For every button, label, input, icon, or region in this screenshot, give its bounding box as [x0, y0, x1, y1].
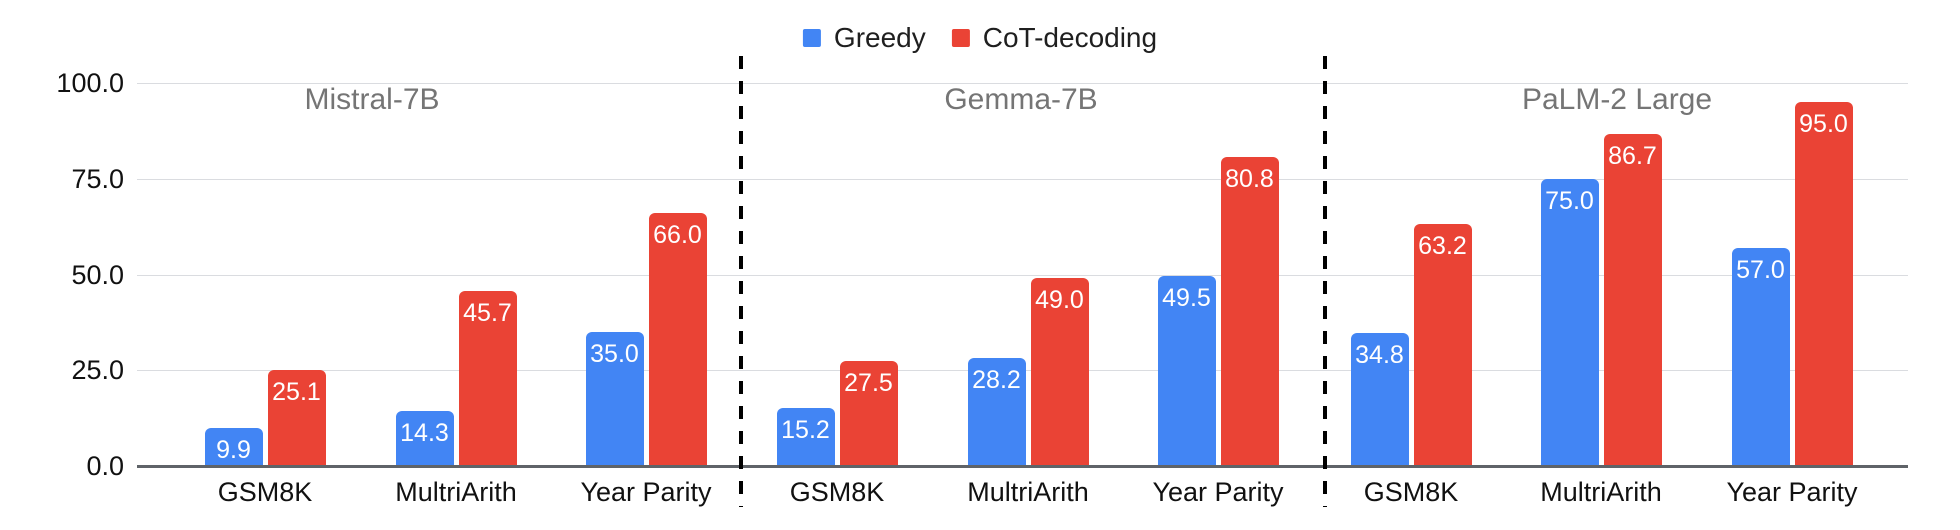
bar-cot-decoding-mistral-7b-year-parity: 66.0 — [648, 213, 707, 466]
legend-item-cot-decoding: CoT-decoding — [951, 22, 1158, 54]
bar-value-label: 45.7 — [463, 299, 512, 327]
y-axis-tick-label-50: 50.0 — [71, 259, 124, 290]
x-axis-category-label-mistral-7b-gsm8k: GSM8K — [217, 477, 313, 507]
bar-greedy-mistral-7b-year-parity: 35.0 — [585, 332, 644, 466]
bar-value-label: 14.3 — [400, 419, 449, 447]
x-axis-line — [137, 465, 1908, 468]
bar-value-label: 28.2 — [972, 366, 1021, 394]
bar-value-label: 9.9 — [216, 436, 251, 464]
bar-value-label: 66.0 — [653, 221, 702, 249]
bar-value-label: 25.1 — [272, 378, 321, 406]
bar-cot-decoding-gemma-7b-gsm8k: 27.5 — [839, 361, 898, 466]
bar-value-label: 63.2 — [1418, 232, 1467, 260]
section-separator-dashed-line-1 — [739, 56, 743, 507]
legend-swatch-greedy — [802, 29, 821, 47]
x-axis-category-label-mistral-7b-year-parity: Year Parity — [580, 477, 712, 507]
bar-greedy-mistral-7b-multriarith: 14.3 — [395, 411, 454, 466]
legend-swatch-cot-decoding — [951, 29, 970, 47]
gridline-50 — [137, 274, 1908, 276]
x-axis-category-label-palm-2-large-multriarith: MultriArith — [1540, 477, 1662, 507]
bar-value-label: 27.5 — [844, 369, 893, 397]
bar-value-label: 75.0 — [1545, 187, 1594, 215]
x-axis-category-label-gemma-7b-gsm8k: GSM8K — [789, 477, 885, 507]
bar-cot-decoding-palm-2-large-year-parity: 95.0 — [1794, 102, 1853, 466]
bar-cot-decoding-gemma-7b-multriarith: 49.0 — [1030, 278, 1089, 466]
legend-label-cot-decoding: CoT-decoding — [982, 22, 1158, 53]
bar-cot-decoding-mistral-7b-multriarith: 45.7 — [458, 291, 517, 466]
x-axis-category-label-mistral-7b-multriarith: MultriArith — [395, 477, 517, 507]
bar-value-label: 49.0 — [1035, 286, 1084, 314]
legend-item-greedy: Greedy — [802, 22, 926, 54]
section-title-gemma-7b: Gemma-7B — [944, 83, 1098, 116]
chart-legend: Greedy CoT-decoding — [802, 22, 1158, 54]
bar-value-label: 95.0 — [1799, 110, 1848, 138]
bar-cot-decoding-mistral-7b-gsm8k: 25.1 — [267, 370, 326, 466]
section-separator-dashed-line-2 — [1323, 56, 1327, 507]
gridline-100 — [137, 83, 1908, 84]
bar-cot-decoding-palm-2-large-multriarith: 86.7 — [1603, 134, 1662, 466]
bar-value-label: 34.8 — [1355, 341, 1404, 369]
bar-greedy-mistral-7b-gsm8k: 9.9 — [204, 428, 263, 466]
bar-value-label: 57.0 — [1736, 256, 1785, 284]
bar-greedy-palm-2-large-gsm8k: 34.8 — [1350, 333, 1409, 466]
x-axis-category-label-palm-2-large-gsm8k: GSM8K — [1363, 477, 1459, 507]
legend-label-greedy: Greedy — [833, 22, 926, 53]
bar-greedy-gemma-7b-gsm8k: 15.2 — [776, 408, 835, 466]
bar-greedy-palm-2-large-multriarith: 75.0 — [1540, 179, 1599, 466]
bar-value-label: 86.7 — [1608, 142, 1657, 170]
y-axis-tick-label-100: 100.0 — [56, 68, 124, 98]
bar-greedy-gemma-7b-year-parity: 49.5 — [1157, 276, 1216, 466]
section-title-palm-2-large: PaLM-2 Large — [1521, 83, 1713, 116]
bar-value-label: 15.2 — [781, 416, 830, 444]
y-axis-tick-label-75: 75.0 — [71, 163, 124, 194]
bar-value-label: 80.8 — [1225, 165, 1274, 193]
bar-value-label: 49.5 — [1162, 284, 1211, 312]
bar-greedy-gemma-7b-multriarith: 28.2 — [967, 358, 1026, 466]
bar-cot-decoding-gemma-7b-year-parity: 80.8 — [1220, 157, 1279, 466]
gridline-75 — [137, 178, 1908, 180]
bar-cot-decoding-palm-2-large-gsm8k: 63.2 — [1413, 224, 1472, 466]
x-axis-category-label-palm-2-large-year-parity: Year Parity — [1726, 477, 1858, 507]
bar-greedy-palm-2-large-year-parity: 57.0 — [1731, 248, 1790, 466]
bar-value-label: 35.0 — [590, 340, 639, 368]
section-title-mistral-7b: Mistral-7B — [304, 83, 440, 116]
y-axis-tick-label-0: 0.0 — [86, 451, 124, 481]
x-axis-category-label-gemma-7b-multriarith: MultriArith — [967, 477, 1089, 507]
y-axis-tick-label-25: 25.0 — [71, 355, 124, 386]
x-axis-category-label-gemma-7b-year-parity: Year Parity — [1152, 477, 1284, 507]
